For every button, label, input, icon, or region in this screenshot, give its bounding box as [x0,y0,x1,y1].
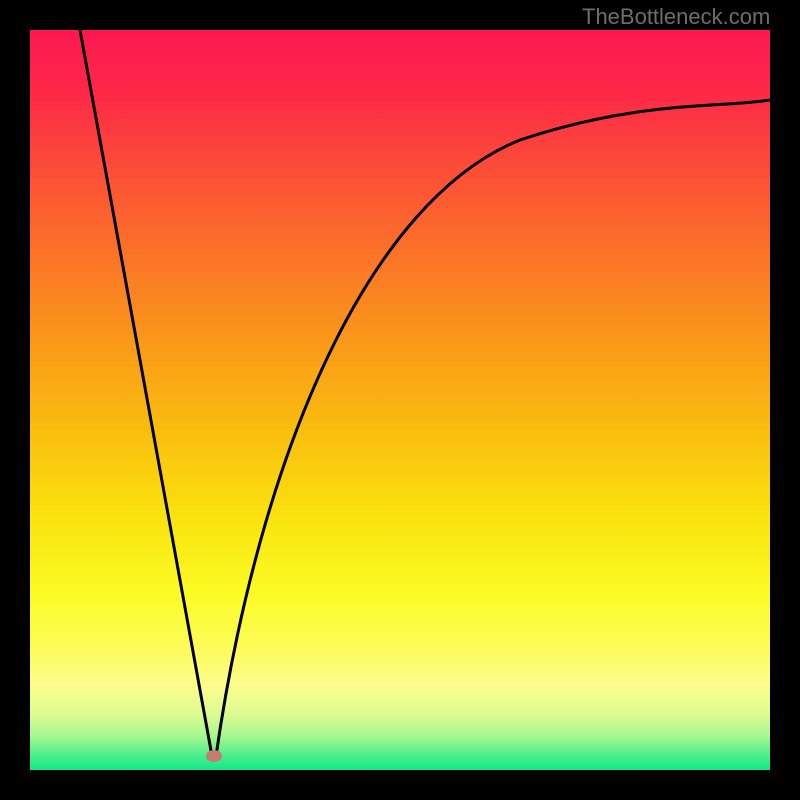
plot-background [30,30,770,770]
frame-bottom [0,770,800,800]
frame-left [0,0,30,800]
watermark-text: TheBottleneck.com [582,4,770,30]
minimum-marker [206,750,222,762]
frame-right [770,0,800,800]
bottleneck-chart [0,0,800,800]
